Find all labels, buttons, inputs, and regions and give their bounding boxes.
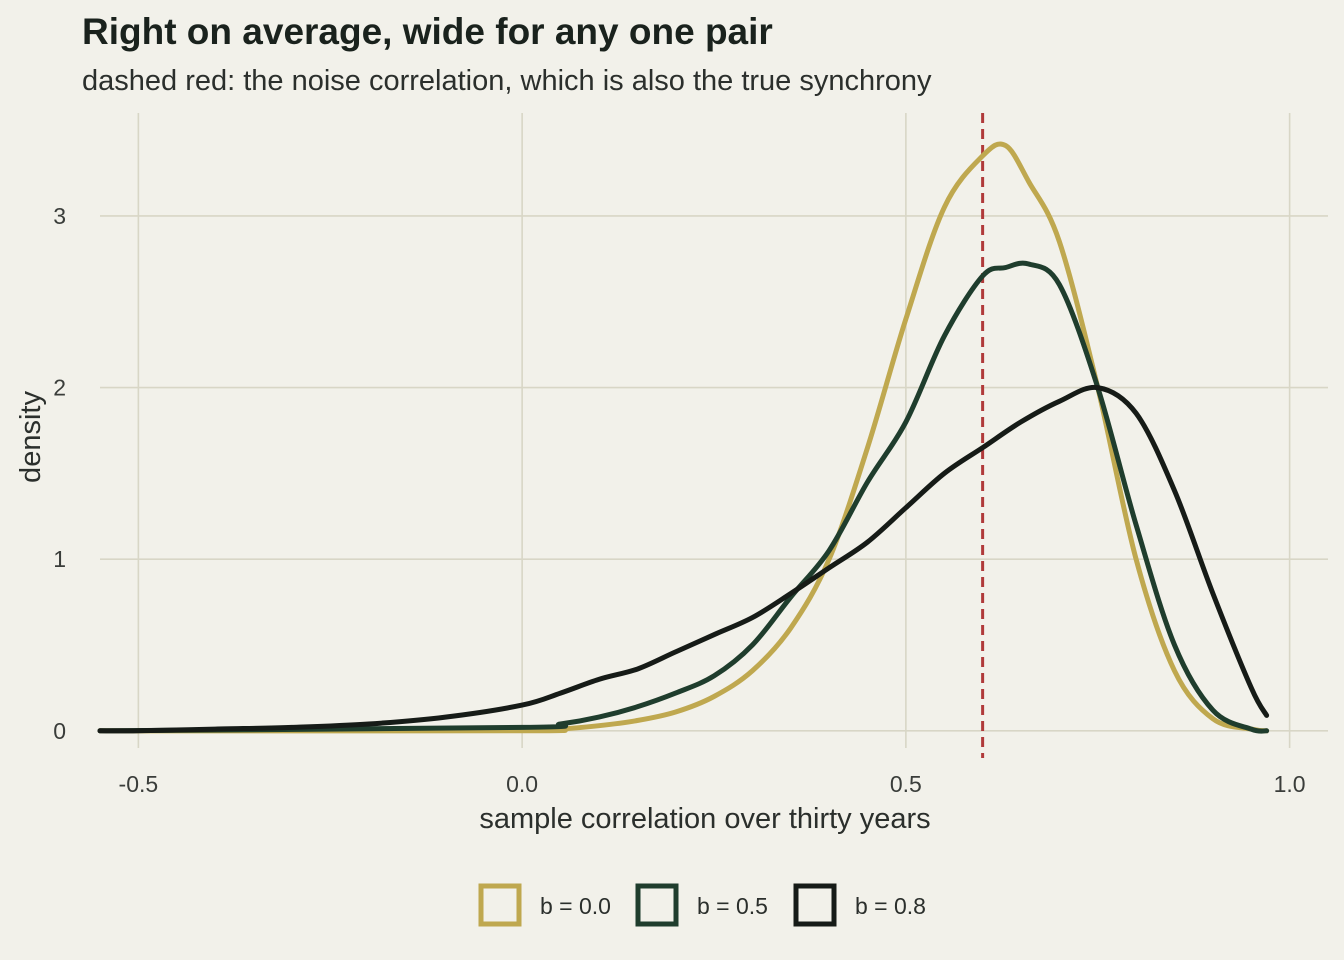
density-curves: [97, 141, 1270, 734]
x-axis-title: sample correlation over thirty years: [479, 803, 930, 835]
y-tick-label: 0: [53, 718, 66, 744]
legend-key-0: [478, 883, 522, 927]
y-tick-label: 1: [53, 546, 66, 572]
y-axis-title: density: [15, 391, 47, 483]
grid-lines: [100, 113, 1328, 748]
chart-title: Right on average, wide for any one pair: [82, 11, 773, 52]
x-axis-ticks: -0.5 0.0 0.5 1.0: [119, 771, 1306, 797]
series-line-2: [97, 384, 1270, 734]
legend-key-2: [793, 883, 837, 927]
x-tick-label: -0.5: [119, 771, 159, 797]
legend-label-1: b = 0.5: [697, 893, 768, 919]
legend-key-1: [635, 883, 679, 927]
y-axis-ticks: 0 1 2 3: [53, 203, 66, 744]
x-tick-label: 0.5: [890, 771, 922, 797]
chart-subtitle: dashed red: the noise correlation, which…: [82, 65, 932, 97]
series-line-1: [97, 260, 1270, 734]
legend: b = 0.0 b = 0.5 b = 0.8: [478, 883, 926, 927]
y-tick-label: 3: [53, 203, 66, 229]
x-tick-label: 1.0: [1274, 771, 1306, 797]
y-tick-label: 2: [53, 375, 66, 401]
legend-label-0: b = 0.0: [540, 893, 611, 919]
legend-label-2: b = 0.8: [855, 893, 926, 919]
series-line-0: [97, 141, 1270, 734]
x-tick-label: 0.0: [506, 771, 538, 797]
